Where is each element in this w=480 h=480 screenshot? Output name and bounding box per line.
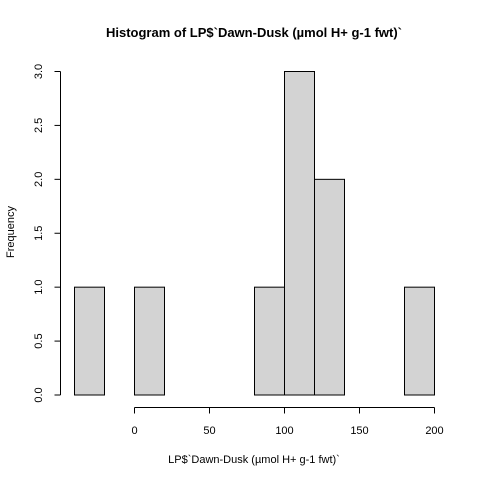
y-tick-label: 3.0	[33, 64, 45, 79]
histogram-bar	[254, 286, 285, 396]
histogram-bar	[314, 178, 345, 396]
histogram-bar	[74, 286, 105, 396]
y-tick-label: 1.0	[33, 280, 45, 295]
y-tick-label: 0.0	[33, 387, 45, 402]
y-tick-label: 0.5	[33, 333, 45, 348]
y-axis: 0.0 0.5 1.0 1.5 2.0 2.5 3.0	[33, 64, 61, 403]
x-axis-label: LP$`Dawn-Dusk (µmol H+ g-1 fwt)`	[168, 454, 340, 466]
chart-title: Histogram of LP$`Dawn-Dusk (µmol H+ g-1 …	[106, 25, 402, 40]
bars-group	[74, 71, 435, 396]
histogram-bar	[284, 71, 315, 396]
x-tick-label: 100	[275, 425, 293, 437]
y-tick-label: 2.0	[33, 172, 45, 187]
y-axis-label: Frequency	[5, 206, 17, 258]
histogram-bar	[404, 286, 435, 396]
x-tick-label: 50	[203, 425, 215, 437]
x-tick-label: 0	[131, 425, 137, 437]
histogram-bar	[134, 286, 165, 396]
x-tick-label: 200	[425, 425, 443, 437]
y-tick-label: 2.5	[33, 118, 45, 133]
x-tick-label: 150	[350, 425, 368, 437]
x-axis: 0 50 100 150 200	[131, 407, 444, 437]
y-tick-label: 1.5	[33, 226, 45, 241]
